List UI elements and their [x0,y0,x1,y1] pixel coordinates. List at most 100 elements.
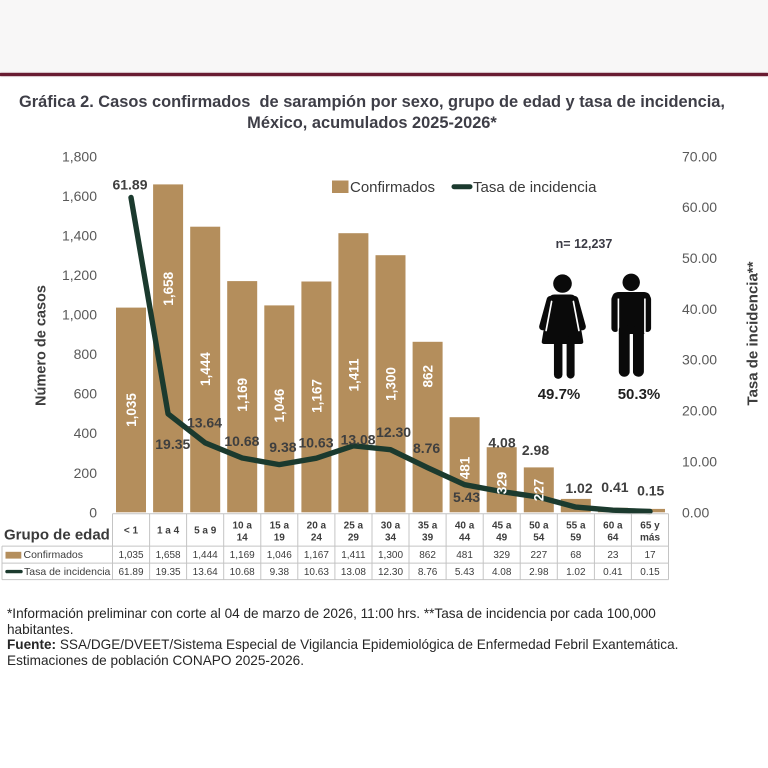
svg-text:n= 12,237: n= 12,237 [556,237,613,251]
svg-text:49.7%: 49.7% [538,386,581,403]
svg-text:862: 862 [421,365,436,388]
svg-text:10.00: 10.00 [682,453,717,469]
svg-text:0.15: 0.15 [640,567,660,578]
svg-text:19: 19 [274,532,286,543]
svg-text:Número de casos: Número de casos [34,285,50,406]
svg-text:1,200: 1,200 [62,267,97,283]
svg-text:227: 227 [532,479,547,502]
svg-text:60 a: 60 a [603,520,623,531]
svg-text:34: 34 [385,532,397,543]
svg-text:10 a: 10 a [232,520,252,531]
svg-text:1,444: 1,444 [193,550,218,561]
svg-text:55 a: 55 a [566,520,586,531]
svg-text:1,169: 1,169 [230,550,255,561]
svg-text:64: 64 [607,532,619,543]
svg-text:más: más [640,532,660,543]
svg-text:481: 481 [458,456,473,479]
svg-text:8.76: 8.76 [418,567,438,578]
svg-text:17: 17 [644,550,656,561]
svg-text:12.30: 12.30 [376,424,411,440]
svg-text:0.41: 0.41 [603,567,623,578]
svg-text:227: 227 [530,550,547,561]
svg-text:20.00: 20.00 [682,403,717,419]
svg-text:35 a: 35 a [418,520,438,531]
svg-text:65 y: 65 y [640,520,660,531]
svg-text:50 a: 50 a [529,520,549,531]
svg-text:1,658: 1,658 [156,550,181,561]
svg-text:1,167: 1,167 [309,379,324,413]
svg-text:Tasa de incidencia: Tasa de incidencia [24,566,111,578]
svg-text:13.64: 13.64 [193,567,218,578]
svg-text:329: 329 [495,472,510,495]
svg-text:Tasa de incidencia: Tasa de incidencia [473,179,597,196]
svg-text:1.02: 1.02 [566,567,586,578]
svg-text:19.35: 19.35 [156,567,181,578]
svg-text:50.3%: 50.3% [618,386,661,403]
svg-text:1,411: 1,411 [346,358,361,392]
svg-text:600: 600 [74,386,98,402]
svg-text:1,400: 1,400 [62,227,97,243]
svg-text:61.89: 61.89 [118,567,143,578]
svg-text:4.08: 4.08 [488,435,515,451]
svg-text:12.30: 12.30 [378,567,403,578]
svg-text:Confirmados: Confirmados [24,549,84,561]
svg-text:1,169: 1,169 [235,378,250,412]
svg-text:30.00: 30.00 [682,352,717,368]
svg-text:1,046: 1,046 [272,388,287,422]
svg-text:60.00: 60.00 [682,199,717,215]
svg-text:1,411: 1,411 [341,550,366,561]
svg-text:13.08: 13.08 [341,431,376,447]
svg-text:9.38: 9.38 [270,567,290,578]
svg-text:2.98: 2.98 [522,442,549,458]
svg-text:39: 39 [422,532,434,543]
svg-text:13.08: 13.08 [341,567,366,578]
svg-text:59: 59 [570,532,582,543]
svg-text:329: 329 [493,550,510,561]
svg-text:70.00: 70.00 [682,148,717,164]
svg-text:45 a: 45 a [492,520,512,531]
svg-text:25 a: 25 a [344,520,364,531]
svg-text:15 a: 15 a [270,520,290,531]
svg-text:5.43: 5.43 [455,567,475,578]
svg-text:800: 800 [74,346,98,362]
svg-text:54: 54 [533,532,545,543]
svg-text:30 a: 30 a [381,520,401,531]
svg-text:10.63: 10.63 [298,434,333,450]
svg-text:1,600: 1,600 [62,188,97,204]
svg-text:5 a 9: 5 a 9 [194,526,217,537]
svg-text:8.76: 8.76 [413,440,440,456]
svg-text:Grupo de edad: Grupo de edad [4,527,110,544]
svg-text:1,658: 1,658 [161,271,176,305]
svg-text:68: 68 [570,550,582,561]
svg-text:23: 23 [607,550,619,561]
svg-text:1,035: 1,035 [124,393,139,427]
svg-text:9.38: 9.38 [269,439,296,455]
svg-text:200: 200 [74,465,98,481]
svg-text:44: 44 [459,532,471,543]
svg-text:40 a: 40 a [455,520,475,531]
svg-text:Confirmados: Confirmados [350,179,435,196]
svg-text:4.08: 4.08 [492,567,512,578]
svg-text:5.43: 5.43 [453,489,480,505]
svg-text:1,444: 1,444 [198,352,213,386]
svg-text:400: 400 [74,425,98,441]
svg-text:10.68: 10.68 [224,433,259,449]
svg-text:0.15: 0.15 [637,483,664,499]
svg-text:2.98: 2.98 [529,567,549,578]
svg-text:14: 14 [237,532,249,543]
svg-text:1,300: 1,300 [378,550,403,561]
svg-text:29: 29 [348,532,360,543]
svg-text:< 1: < 1 [124,526,139,537]
svg-text:1,046: 1,046 [267,550,292,561]
svg-text:1,035: 1,035 [118,550,143,561]
svg-text:49: 49 [496,532,508,543]
svg-text:1.02: 1.02 [565,480,592,496]
svg-text:19.35: 19.35 [155,436,190,452]
svg-text:0.41: 0.41 [601,479,628,495]
svg-text:0: 0 [89,504,97,520]
svg-text:20 a: 20 a [307,520,327,531]
svg-text:1 a 4: 1 a 4 [157,526,180,537]
svg-text:1,167: 1,167 [304,550,329,561]
svg-text:481: 481 [456,550,473,561]
svg-text:61.89: 61.89 [112,177,147,193]
